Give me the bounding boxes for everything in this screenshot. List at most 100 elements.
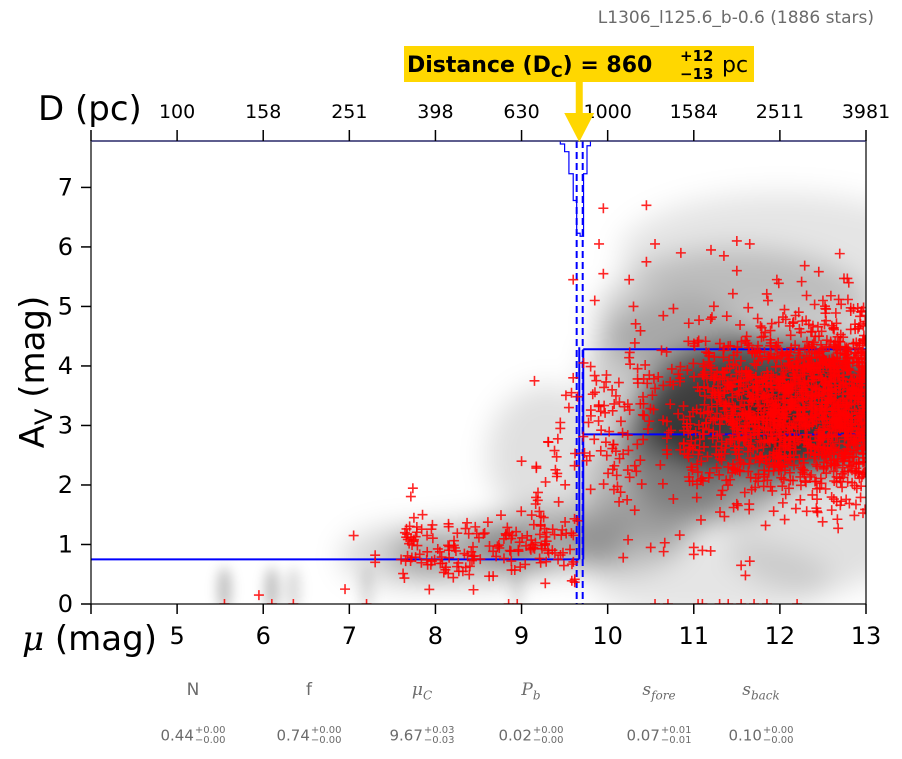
star-marker [834, 248, 845, 259]
star-marker [460, 523, 471, 534]
star-marker [699, 361, 710, 372]
star-marker [549, 445, 560, 456]
star-marker [780, 489, 791, 500]
star-marker [739, 487, 750, 498]
star-marker [721, 438, 732, 449]
star-marker [851, 463, 862, 474]
star-marker [661, 346, 672, 357]
star-marker [823, 434, 834, 445]
star-marker [773, 317, 784, 328]
star-marker [662, 599, 673, 604]
star-marker [858, 330, 866, 341]
star-marker [721, 363, 732, 374]
y-tick-label: 1 [58, 530, 73, 558]
star-marker [791, 357, 802, 368]
star-marker [850, 499, 861, 510]
star-marker [683, 428, 694, 439]
star-marker [723, 461, 734, 472]
star-marker [219, 599, 230, 604]
star-marker [712, 381, 723, 392]
y-tick-label: 0 [58, 590, 73, 618]
star-marker [658, 380, 669, 391]
x-tick-label: 10 [592, 622, 623, 650]
star-marker [558, 560, 569, 571]
star-marker [758, 390, 769, 401]
star-marker [583, 417, 594, 428]
star-marker [714, 419, 725, 430]
star-marker [759, 372, 770, 383]
star-marker [427, 533, 438, 544]
star-marker [560, 390, 571, 401]
star-marker [405, 491, 416, 502]
star-marker [692, 382, 703, 393]
star-marker [756, 322, 767, 333]
star-marker [719, 448, 730, 459]
star-marker [427, 519, 438, 530]
parameter-name: sback [742, 680, 780, 703]
posterior-histogram [559, 141, 592, 237]
star-marker [648, 404, 659, 415]
parameter-name: μC [411, 680, 433, 703]
star-marker [814, 424, 825, 435]
star-marker [779, 514, 790, 525]
star-marker [453, 566, 464, 577]
star-marker [832, 514, 843, 525]
star-marker [647, 390, 658, 401]
star-marker [644, 370, 655, 381]
star-marker [774, 405, 785, 416]
star-marker [657, 478, 668, 489]
star-marker [555, 417, 566, 428]
star-marker [468, 584, 479, 595]
star-marker [840, 378, 851, 389]
star-marker [784, 433, 795, 444]
star-marker [542, 545, 553, 556]
star-marker [811, 362, 822, 373]
star-marker [797, 395, 808, 406]
star-marker [858, 344, 866, 355]
star-marker [801, 290, 812, 301]
star-marker [706, 363, 717, 374]
star-marker [754, 400, 765, 411]
star-marker [529, 375, 540, 386]
star-marker [609, 460, 620, 471]
star-marker [849, 373, 860, 384]
star-marker [853, 385, 864, 396]
star-marker [598, 268, 609, 279]
star-marker [506, 533, 517, 544]
star-marker [800, 477, 811, 488]
star-marker [624, 405, 635, 416]
star-marker [825, 458, 836, 469]
star-marker [714, 429, 725, 440]
star-marker [834, 438, 845, 449]
star-marker [732, 342, 743, 353]
star-marker [802, 390, 813, 401]
star-marker [735, 319, 746, 330]
star-marker [705, 412, 716, 423]
star-marker [488, 571, 499, 582]
star-marker [585, 484, 596, 495]
star-marker [799, 260, 810, 271]
parameter-value: 0.74 +0.00 −0.00 [276, 725, 342, 746]
star-marker [506, 556, 517, 567]
star-marker [847, 418, 858, 429]
star-marker [659, 537, 670, 548]
star-marker [692, 459, 703, 470]
star-marker [402, 529, 413, 540]
star-marker [566, 387, 577, 398]
distance-annotation: Distance (DC) = 860 +12−13 pc [404, 46, 754, 142]
star-marker [630, 318, 641, 329]
star-marker [495, 510, 506, 521]
star-marker [535, 511, 546, 522]
star-marker [702, 451, 713, 462]
parameter-value: 0.07 +0.01 −0.01 [626, 725, 692, 746]
star-marker [407, 540, 418, 550]
star-marker [745, 453, 756, 464]
star-marker [514, 537, 525, 548]
star-marker [565, 544, 576, 555]
star-marker [348, 530, 359, 541]
star-marker [785, 453, 796, 464]
star-marker [622, 430, 633, 441]
star-marker [702, 383, 713, 394]
star-marker [809, 414, 820, 425]
star-marker [821, 359, 832, 370]
